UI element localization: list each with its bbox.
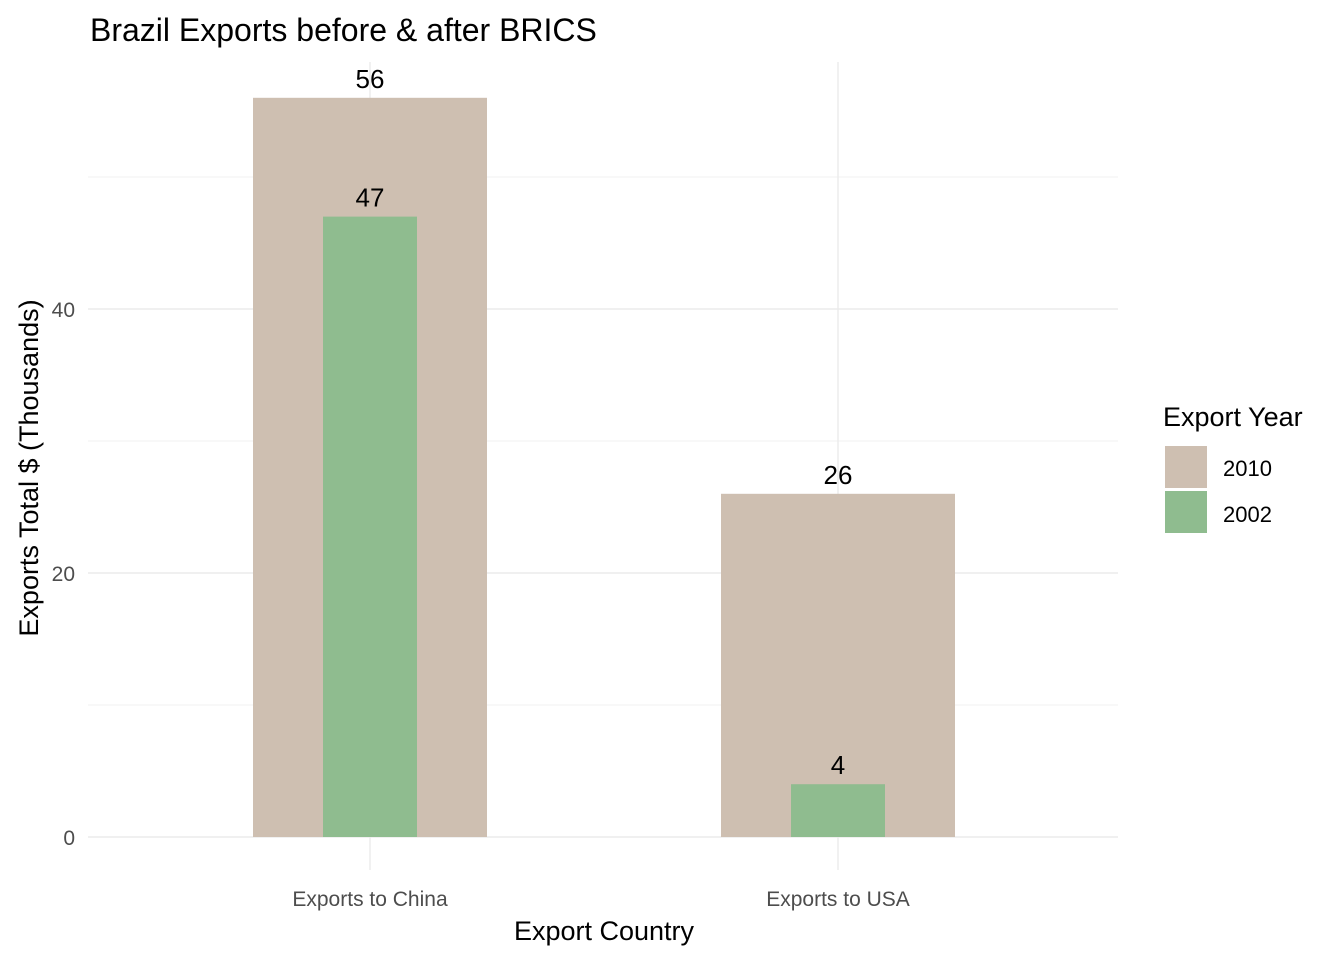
data-label: 47 <box>356 183 385 213</box>
bar <box>721 493 955 837</box>
grid <box>88 62 1118 870</box>
y-tick-label: 40 <box>52 299 75 322</box>
y-axis-ticks: 0 20 40 <box>52 299 75 850</box>
y-tick-label: 0 <box>63 827 75 850</box>
y-axis-title: Exports Total $ (Thousands) <box>14 299 44 636</box>
legend-key-2002 <box>1165 491 1207 533</box>
x-tick-label: Exports to China <box>292 888 448 911</box>
legend-title: Export Year <box>1163 402 1303 432</box>
bar <box>791 784 885 837</box>
x-tick-label: Exports to USA <box>766 888 910 911</box>
bars <box>253 97 955 838</box>
legend-label-2010: 2010 <box>1223 456 1272 481</box>
x-axis-title: Export Country <box>514 916 695 946</box>
legend: Export Year 2010 2002 <box>1163 402 1303 533</box>
x-axis-ticks: Exports to China Exports to USA <box>292 888 909 911</box>
data-label: 26 <box>824 460 853 490</box>
data-labels: 56 26 47 4 <box>356 64 853 780</box>
data-label: 4 <box>831 750 845 780</box>
bar <box>323 216 417 838</box>
legend-label-2002: 2002 <box>1223 502 1272 527</box>
chart-title: Brazil Exports before & after BRICS <box>90 12 597 48</box>
data-label: 56 <box>356 64 385 94</box>
legend-key-2010 <box>1165 446 1207 488</box>
y-tick-label: 20 <box>52 563 75 586</box>
